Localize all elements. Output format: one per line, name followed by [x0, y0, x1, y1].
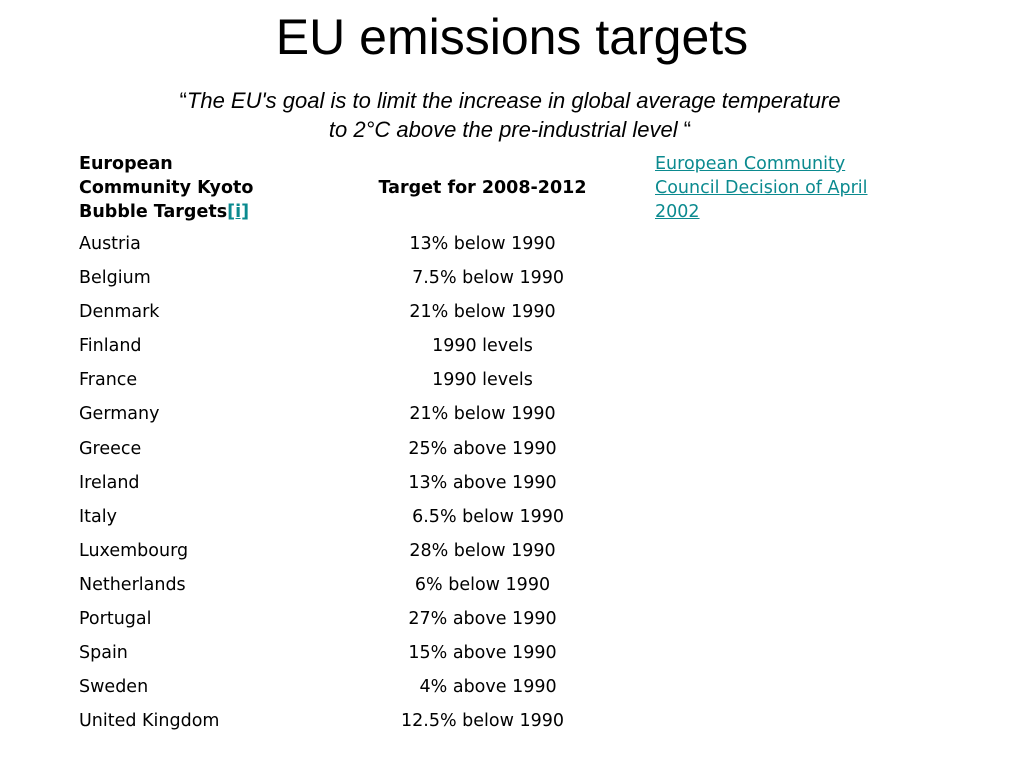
emission-target: 21% below 1990: [409, 302, 556, 323]
emission-target: 15% above 1990: [408, 643, 557, 664]
table-row: Sweden 4% above 1990: [79, 675, 639, 709]
quote-line-2: to 2°C above the pre-industrial level “: [60, 115, 960, 144]
header-kyoto-bubble-targets: European Community Kyoto Bubble Targets[…: [79, 152, 309, 224]
quote-close-mark: “: [677, 117, 692, 142]
country-name: Sweden: [79, 677, 149, 698]
quote-open-mark: “: [179, 88, 187, 113]
quote-block: “The EU's goal is to limit the increase …: [60, 86, 960, 144]
emission-target: 1990 levels: [432, 336, 533, 357]
slide-title: EU emissions targets: [275, 9, 749, 65]
table-row: Finland 1990 levels: [79, 334, 639, 368]
footnote-link[interactable]: [i]: [227, 202, 250, 222]
council-link-line-2: Council Decision of April: [655, 178, 868, 198]
emission-target: 28% below 1990: [409, 540, 556, 561]
table-row: Denmark 21% below 1990: [79, 300, 639, 334]
header-col1-line-1: European: [79, 154, 173, 174]
emission-target: 12.5% below 1990: [400, 711, 564, 732]
emission-target: 7.5% below 1990: [400, 268, 564, 289]
country-name: Luxembourg: [79, 540, 189, 561]
country-name: Spain: [79, 643, 128, 664]
country-name: Germany: [79, 404, 160, 425]
country-name: France: [79, 370, 138, 391]
emission-target: 4% above 1990: [408, 677, 557, 698]
quote-line-1: “The EU's goal is to limit the increase …: [60, 86, 960, 115]
table-row: Italy 6.5% below 1990: [79, 505, 639, 539]
country-name: Netherlands: [79, 574, 186, 595]
emission-target: 27% above 1990: [408, 609, 557, 630]
country-name: Ireland: [79, 472, 140, 493]
table-row: Spain 15% above 1990: [79, 641, 639, 675]
table-row: Austria 13% below 1990: [79, 232, 639, 266]
table-row: France 1990 levels: [79, 368, 639, 402]
emission-target: 6.5% below 1990: [400, 506, 564, 527]
council-link-line-1: European Community: [655, 154, 846, 174]
quote-text-line-2: to 2°C above the pre-industrial level: [328, 117, 678, 142]
country-name: Greece: [79, 438, 142, 459]
table-row: Greece 25% above 1990: [79, 437, 639, 471]
header-col1-line-3: Bubble Targets[i]: [79, 200, 309, 224]
table-row: Luxembourg 28% below 1990: [79, 539, 639, 573]
table-row: Portugal 27% above 1990: [79, 607, 639, 641]
emission-target: 13% below 1990: [409, 234, 556, 254]
country-name: Belgium: [79, 268, 151, 289]
emission-target: 25% above 1990: [408, 438, 557, 459]
emission-target: 6% below 1990: [414, 574, 551, 595]
country-name: Italy: [79, 506, 117, 527]
emission-target: 13% above 1990: [408, 472, 557, 493]
emission-target: 1990 levels: [432, 370, 533, 391]
table-row: Ireland 13% above 1990: [79, 471, 639, 505]
table-row: Netherlands 6% below 1990: [79, 573, 639, 607]
country-name: Denmark: [79, 302, 160, 323]
council-decision-link[interactable]: European Community Council Decision of A…: [655, 152, 915, 224]
table-row: United Kingdom 12.5% below 1990: [79, 709, 639, 743]
emission-target: 21% below 1990: [409, 404, 556, 425]
header-col1-line-3-text: Bubble Targets: [79, 202, 228, 222]
table-row: Germany 21% below 1990: [79, 402, 639, 436]
country-name: United Kingdom: [79, 711, 220, 732]
targets-table-body: Austria 13% below 1990 Belgium 7.5% below…: [79, 232, 639, 743]
country-name: Austria: [79, 234, 141, 254]
table-row: Belgium 7.5% below 1990: [79, 266, 639, 300]
quote-text-line-1: The EU's goal is to limit the increase i…: [186, 88, 841, 113]
council-link-line-3: 2002: [655, 202, 700, 222]
country-name: Portugal: [79, 609, 152, 630]
header-target-period: Target for 2008-2012: [378, 178, 587, 198]
header-col1-line-2: Community Kyoto: [79, 178, 254, 198]
country-name: Finland: [79, 336, 142, 357]
